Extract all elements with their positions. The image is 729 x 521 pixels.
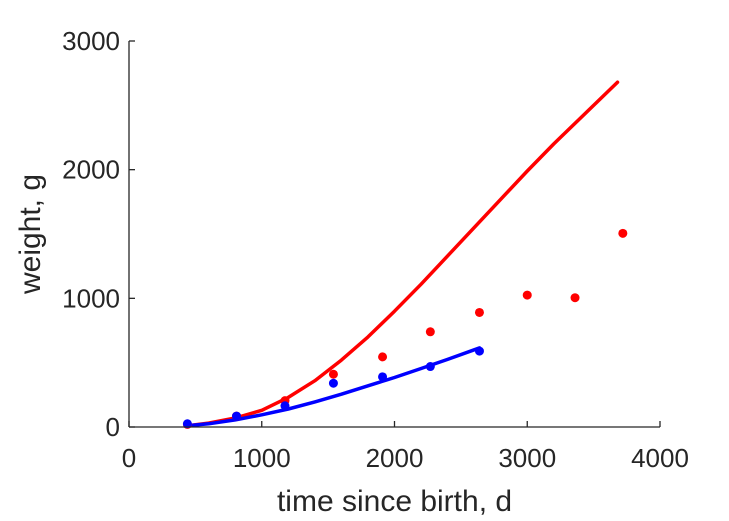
x-tick-label: 4000	[631, 443, 689, 473]
data-point	[280, 401, 290, 411]
y-axis-title: weight, g	[14, 174, 47, 295]
data-point	[378, 372, 388, 382]
data-point	[522, 290, 532, 300]
y-tick-label: 0	[106, 412, 120, 442]
x-tick-label: 3000	[498, 443, 556, 473]
data-point	[378, 352, 388, 362]
data-point	[570, 293, 580, 303]
x-ticks: 0 1000 2000 3000 4000	[122, 421, 689, 473]
data-point	[474, 307, 484, 317]
data-point	[328, 378, 338, 388]
x-tick-label: 2000	[366, 443, 424, 473]
data-point	[232, 411, 242, 421]
data-point	[182, 419, 192, 429]
data-point	[425, 327, 435, 337]
data-point	[328, 369, 338, 379]
y-tick-label: 1000	[62, 283, 120, 313]
data-point	[474, 346, 484, 356]
y-ticks: 0 1000 2000 3000	[62, 26, 135, 442]
x-tick-label: 0	[122, 443, 136, 473]
x-tick-label: 1000	[233, 443, 291, 473]
plot-series	[182, 80, 628, 429]
y-tick-label: 2000	[62, 155, 120, 185]
y-tick-label: 3000	[62, 26, 120, 56]
data-point	[425, 362, 435, 372]
model-curve	[185, 80, 620, 428]
x-axis-title: time since birth, d	[277, 485, 512, 518]
data-point	[618, 228, 628, 238]
